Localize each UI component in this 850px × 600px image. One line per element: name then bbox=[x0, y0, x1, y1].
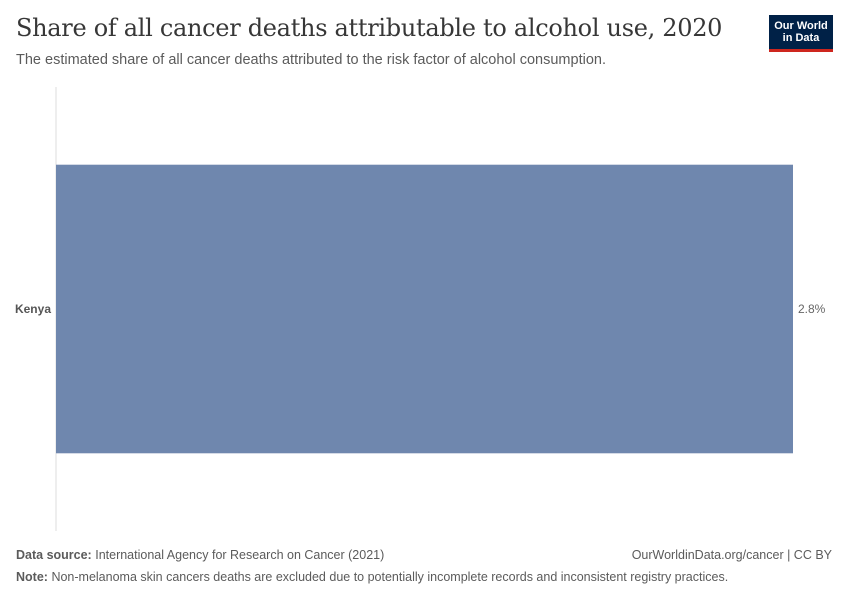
chart-subtitle: The estimated share of all cancer deaths… bbox=[16, 52, 606, 68]
source-text: International Agency for Research on Can… bbox=[95, 548, 385, 562]
note-text: Non-melanoma skin cancers deaths are exc… bbox=[51, 570, 729, 584]
logo-line-2: in Data bbox=[782, 32, 820, 44]
category-label: Kenya bbox=[15, 302, 51, 316]
bar-kenya[interactable] bbox=[56, 164, 793, 454]
source-label: Data source: bbox=[16, 548, 92, 562]
footnote: Note: Non-melanoma skin cancers deaths a… bbox=[16, 570, 832, 584]
note-label: Note: bbox=[16, 570, 48, 584]
logo-line-1: Our World bbox=[774, 20, 828, 32]
owid-logo[interactable]: Our World in Data bbox=[769, 15, 833, 52]
source-link[interactable]: OurWorldinData.org/cancer | CC BY bbox=[631, 548, 832, 562]
chart-title: Share of all cancer deaths attributable … bbox=[16, 14, 723, 42]
value-label: 2.8% bbox=[798, 302, 826, 316]
data-source: Data source: International Agency for Re… bbox=[16, 548, 832, 562]
